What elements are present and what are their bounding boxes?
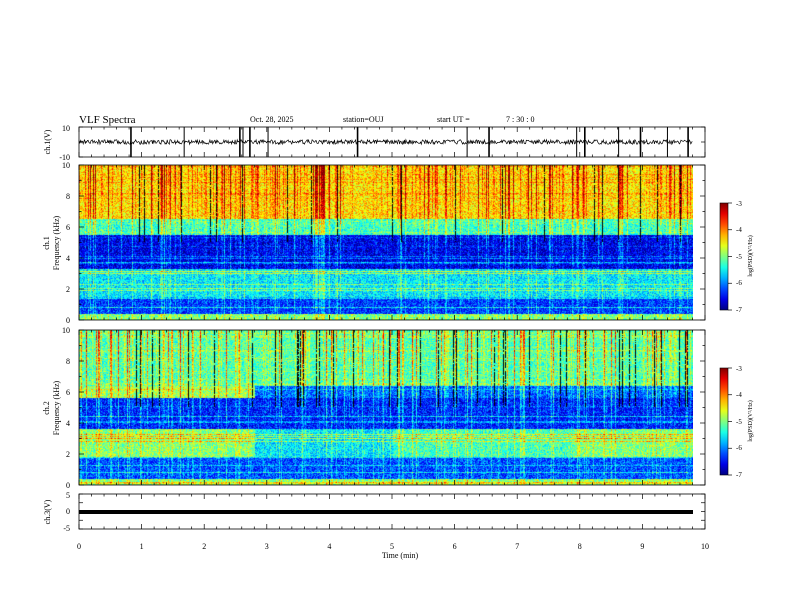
ch1-colorbar-tick-m6: -6: [736, 279, 742, 287]
ch1-freq-tick-2: 2: [66, 285, 70, 294]
ch1-colorbar-bar: [719, 202, 729, 311]
ch2-colorbar-tick-m4: -4: [736, 391, 742, 399]
ch1-waveform-trace: [78, 127, 693, 157]
x-tick-4: 4: [327, 542, 331, 551]
panel-tick-marks: [78, 126, 732, 530]
x-tick-10: 10: [701, 542, 709, 551]
station-label: station=OUJ: [343, 115, 384, 124]
ch3-ytick-bottom: -5: [63, 524, 70, 533]
ch1-freq-tick-8: 8: [66, 192, 70, 201]
x-tick-2: 2: [202, 542, 206, 551]
date-label: Oct. 28, 2025: [250, 115, 294, 124]
ch2-spec-ylabel-channel: ch.2: [42, 401, 51, 415]
ch2-freq-tick-0: 0: [66, 481, 70, 490]
ch2-colorbar-tick-m5: -5: [736, 418, 742, 426]
ch1-colorbar-tick-m4: -4: [736, 226, 742, 234]
x-tick-7: 7: [515, 542, 519, 551]
figure-title: VLF Spectra: [79, 114, 136, 126]
x-tick-8: 8: [578, 542, 582, 551]
ch1-freq-tick-0: 0: [66, 316, 70, 325]
ch2-colorbar-tick-m6: -6: [736, 444, 742, 452]
x-tick-6: 6: [453, 542, 457, 551]
x-tick-3: 3: [265, 542, 269, 551]
ch2-freq-tick-4: 4: [66, 419, 70, 428]
ch1-colorbar-tick-m5: -5: [736, 253, 742, 261]
ch1-freq-tick-4: 4: [66, 254, 70, 263]
ch1-waveform-panel: ch.1(V) 10 -10: [43, 124, 706, 162]
ch1-waveform-line: [78, 138, 693, 146]
ch1-colorbar-tick-m3: -3: [736, 200, 742, 208]
ch1-freq-tick-6: 6: [66, 223, 70, 232]
ch2-spectrogram-panel: ch.2 Frequency (kHz) 0 2 4 6 8 10: [42, 326, 706, 490]
start-ut-label: start UT =: [437, 115, 470, 124]
ch3-waveform-panel: ch.3(V) 5 0 -5: [43, 491, 706, 533]
ch1-spec-ylabel-frequency: Frequency (kHz): [52, 215, 61, 270]
ch2-colorbar-tick-m7: -7: [736, 471, 742, 479]
start-time-value: 7 : 30 : 0: [506, 115, 534, 124]
ch2-freq-tick-10: 10: [62, 326, 70, 335]
x-tick-1: 1: [140, 542, 144, 551]
ch2-spec-ylabel-frequency: Frequency (kHz): [52, 380, 61, 435]
ch2-colorbar-tick-m3: -3: [736, 365, 742, 373]
ch1-colorbar-label: log(PSD)(V²/Hz): [747, 235, 754, 276]
x-tick-5: 5: [390, 542, 394, 551]
ch2-spectrogram-image: [79, 330, 693, 485]
ch2-freq-tick-6: 6: [66, 388, 70, 397]
ch1-spec-ylabel-channel: ch.1: [42, 236, 51, 250]
x-axis-label: Time (min): [382, 551, 419, 560]
ch1-colorbar-tick-m7: -7: [736, 306, 742, 314]
ch3-ytick-mid: 0: [66, 507, 70, 516]
ch3-waveform-trace: [79, 510, 693, 514]
ch1-colorbar: -3 -4 -5 -6 -7 log(PSD)(V²/Hz): [719, 200, 754, 314]
x-tick-0: 0: [77, 542, 81, 551]
ch3-ytick-top: 5: [66, 491, 70, 500]
ch1-freq-tick-10: 10: [62, 161, 70, 170]
ch1-spectrogram-image: [79, 165, 693, 320]
ch3-ylabel: ch.3(V): [43, 499, 52, 524]
ch2-colorbar-bar: [719, 367, 729, 476]
ch1-ylabel: ch.1(V): [43, 129, 52, 154]
ch1-ytick-bottom: -10: [59, 153, 70, 162]
time-axis: 0 1 2 3 4 5 6 7 8 9 10 Time (min): [77, 542, 709, 560]
ch2-freq-tick-8: 8: [66, 357, 70, 366]
ch1-ytick-top: 10: [62, 124, 70, 133]
ch2-freq-tick-2: 2: [66, 450, 70, 459]
ch2-colorbar-label: log(PSD)(V²/Hz): [747, 400, 754, 441]
x-tick-9: 9: [640, 542, 644, 551]
ch1-spectrogram-panel: ch.1 Frequency (kHz) 0 2 4 6 8 10: [42, 161, 706, 325]
ch2-colorbar: -3 -4 -5 -6 -7 log(PSD)(V²/Hz): [719, 365, 754, 479]
